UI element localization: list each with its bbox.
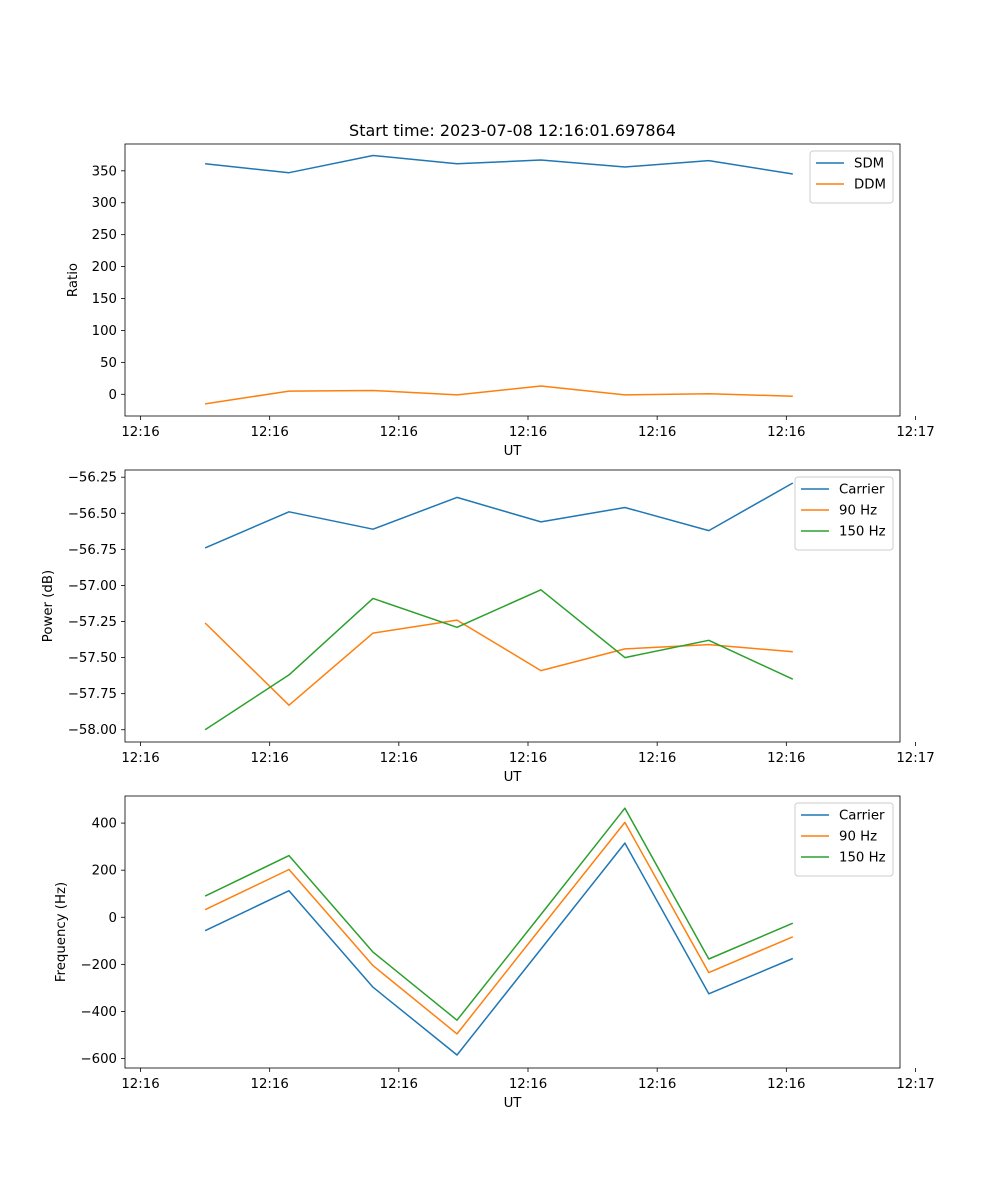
y-tick-label: 50 xyxy=(100,356,117,371)
axes-frame xyxy=(124,469,901,743)
x-tick-label: 12:16 xyxy=(251,1077,289,1092)
x-tick-label: 12:16 xyxy=(251,751,289,766)
y-tick-label: −400 xyxy=(80,1005,117,1020)
x-tick-label: 12:16 xyxy=(509,425,547,440)
frequency-subplot: 12:16 12:16 12:16 12:16 12:16 12:16 12:17 −600 −… xyxy=(54,795,935,1111)
y-tick-label: −56.25 xyxy=(68,471,117,486)
y-tick-label: −600 xyxy=(80,1052,117,1067)
legend-entry: Carrier xyxy=(839,809,885,824)
y-tick-label: −56.50 xyxy=(68,507,117,522)
chart-title: Start time: 2023-07-08 12:16:01.697864 xyxy=(349,121,676,140)
y-tick-label: 350 xyxy=(92,164,117,179)
y-tick-label: 200 xyxy=(92,864,117,879)
axes-frame xyxy=(124,143,901,417)
y-tick-label: 150 xyxy=(92,292,117,307)
y-tick-label: −200 xyxy=(80,958,117,973)
series-line-carrier xyxy=(204,842,794,1056)
y-tick-label: −57.50 xyxy=(68,651,117,666)
power-subplot: 12:16 12:16 12:16 12:16 12:16 12:16 12:17 −58.0… xyxy=(41,469,935,785)
y-tick-label: −56.75 xyxy=(68,543,117,558)
series-line-90-hz xyxy=(204,821,794,1035)
x-tick-label: 12:16 xyxy=(767,1077,805,1092)
legend-entry: Carrier xyxy=(839,483,885,498)
ratio-subplot: 12:16 12:16 12:16 12:16 12:16 12:16 12:17 0 50 10… xyxy=(66,143,935,459)
legend-entry: 150 Hz xyxy=(839,525,886,540)
x-tick-label: 12:16 xyxy=(380,425,418,440)
series-line-ddm xyxy=(204,385,793,405)
axes-frame xyxy=(124,795,901,1069)
legend: Carrier 90 Hz 150 Hz xyxy=(794,476,894,551)
x-tick-label: 12:16 xyxy=(638,1077,676,1092)
series-line-150-hz xyxy=(204,807,794,1021)
x-axis-label: UT xyxy=(504,444,523,459)
y-tick-label: 0 xyxy=(109,388,117,403)
x-tick-label: 12:16 xyxy=(767,751,805,766)
y-tick-label: 250 xyxy=(92,228,117,243)
y-tick-label: −57.75 xyxy=(68,687,117,702)
x-tick-label: 12:16 xyxy=(251,425,289,440)
y-tick-label: −57.00 xyxy=(68,579,117,594)
y-tick-label: 400 xyxy=(92,817,117,832)
legend-entry: 90 Hz xyxy=(839,504,877,519)
x-tick-label: 12:17 xyxy=(896,751,934,766)
y-tick-label: −57.25 xyxy=(68,615,117,630)
x-tick-label: 12:16 xyxy=(638,425,676,440)
x-tick-label: 12:16 xyxy=(638,751,676,766)
x-tick-label: 12:17 xyxy=(896,425,934,440)
series-line-sdm xyxy=(205,154,793,175)
y-axis-label: Power (dB) xyxy=(41,570,56,642)
legend: Carrier 90 Hz 150 Hz xyxy=(794,802,894,877)
x-tick-label: 12:16 xyxy=(767,425,805,440)
x-tick-label: 12:17 xyxy=(896,1077,934,1092)
series-line-90-hz xyxy=(204,619,793,706)
x-axis-label: UT xyxy=(504,1096,523,1111)
y-tick-label: 100 xyxy=(92,324,117,339)
x-axis-label: UT xyxy=(504,770,523,785)
x-tick-label: 12:16 xyxy=(121,425,159,440)
x-tick-label: 12:16 xyxy=(380,751,418,766)
series-line-carrier xyxy=(204,482,794,549)
series-line-150-hz xyxy=(204,589,794,731)
x-tick-label: 12:16 xyxy=(380,1077,418,1092)
legend: SDM DDM xyxy=(809,150,894,204)
y-axis-label: Ratio xyxy=(66,263,81,297)
legend-entry: DDM xyxy=(854,178,886,193)
x-tick-label: 12:16 xyxy=(509,751,547,766)
y-tick-label: 0 xyxy=(109,911,117,926)
y-tick-label: 300 xyxy=(92,196,117,211)
legend-entry: 90 Hz xyxy=(839,830,877,845)
y-axis-label: Frequency (Hz) xyxy=(54,882,69,982)
x-tick-label: 12:16 xyxy=(509,1077,547,1092)
y-tick-label: −58.00 xyxy=(68,723,117,738)
legend-entry: 150 Hz xyxy=(839,851,886,866)
y-tick-label: 200 xyxy=(92,260,117,275)
x-tick-label: 12:16 xyxy=(121,1077,159,1092)
x-tick-label: 12:16 xyxy=(121,751,159,766)
legend-box xyxy=(809,150,894,204)
legend-entry: SDM xyxy=(854,157,884,172)
